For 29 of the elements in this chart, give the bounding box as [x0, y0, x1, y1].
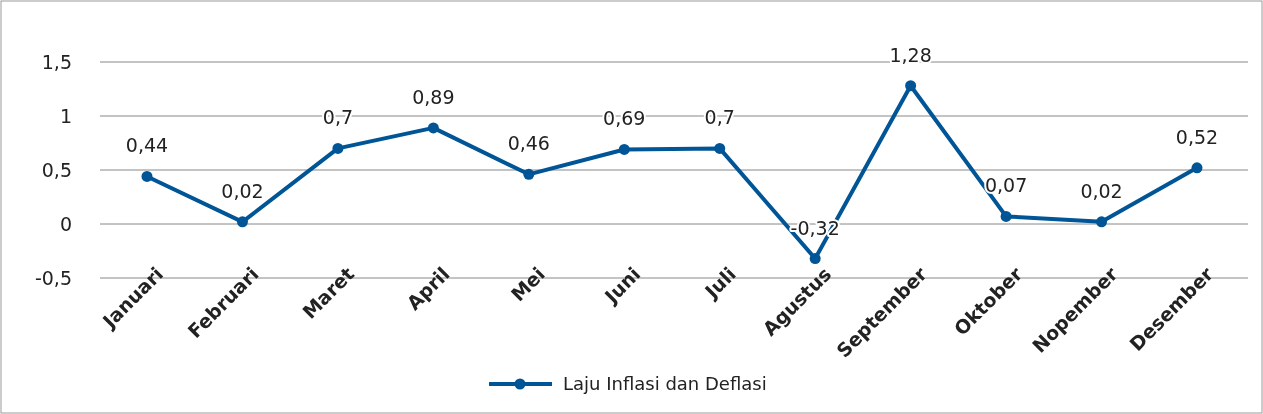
point [618, 143, 630, 155]
data-label: 0,7 [322, 106, 354, 129]
data-label: 0,02 [1080, 179, 1123, 202]
data-label: 0,46 [507, 132, 550, 155]
legend-label: Laju Inflasi dan Deflasi [563, 373, 767, 395]
point [141, 170, 153, 182]
y-tick-label: 0 [59, 212, 72, 235]
data-label: 0,52 [1175, 125, 1219, 148]
point [427, 122, 439, 134]
point [523, 168, 535, 180]
y-tick-label: 1 [59, 104, 72, 127]
point [714, 142, 726, 154]
point [809, 253, 821, 265]
point [332, 142, 344, 154]
point [1191, 162, 1203, 174]
point [905, 80, 917, 92]
data-label: 0,69 [603, 107, 646, 130]
data-label: 0,7 [704, 106, 735, 129]
point [1096, 216, 1108, 228]
data-label: 0,89 [412, 85, 455, 108]
point [236, 216, 248, 228]
y-tick-label: -0,5 [34, 266, 72, 289]
y-tick-label: 0,5 [41, 158, 72, 181]
data-label: 0,07 [984, 174, 1028, 197]
y-tick-label: 1,5 [41, 50, 72, 73]
data-label: 1,28 [889, 43, 932, 66]
data-label: 0,02 [221, 179, 264, 202]
data-label: 0,44 [125, 134, 169, 157]
point [1000, 210, 1012, 222]
